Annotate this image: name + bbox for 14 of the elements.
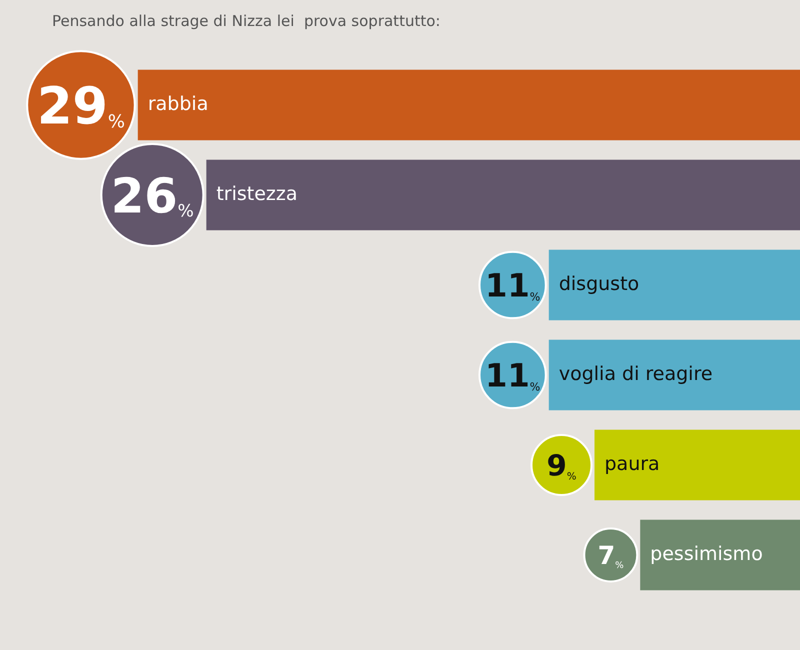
y-tick-label: rabbia (148, 92, 208, 115)
y-tick-label: tristezza (216, 182, 298, 205)
y-tick-label: voglia di reagire (558, 362, 713, 385)
y-tick-label: pessimismo (650, 542, 763, 565)
y-tick-label: paura (604, 452, 660, 475)
chart-title: Pensando alla strage di Nizza lei prova soprattutto: (52, 12, 440, 30)
bar (594, 430, 800, 500)
data-label: 9% (546, 448, 576, 482)
data-label: 11% (485, 356, 540, 395)
data-label: 7% (598, 541, 624, 571)
data-label: 26% (110, 168, 194, 224)
data-label: 29% (36, 77, 126, 136)
data-label: 11% (485, 266, 540, 305)
y-tick-label: disgusto (558, 272, 640, 295)
